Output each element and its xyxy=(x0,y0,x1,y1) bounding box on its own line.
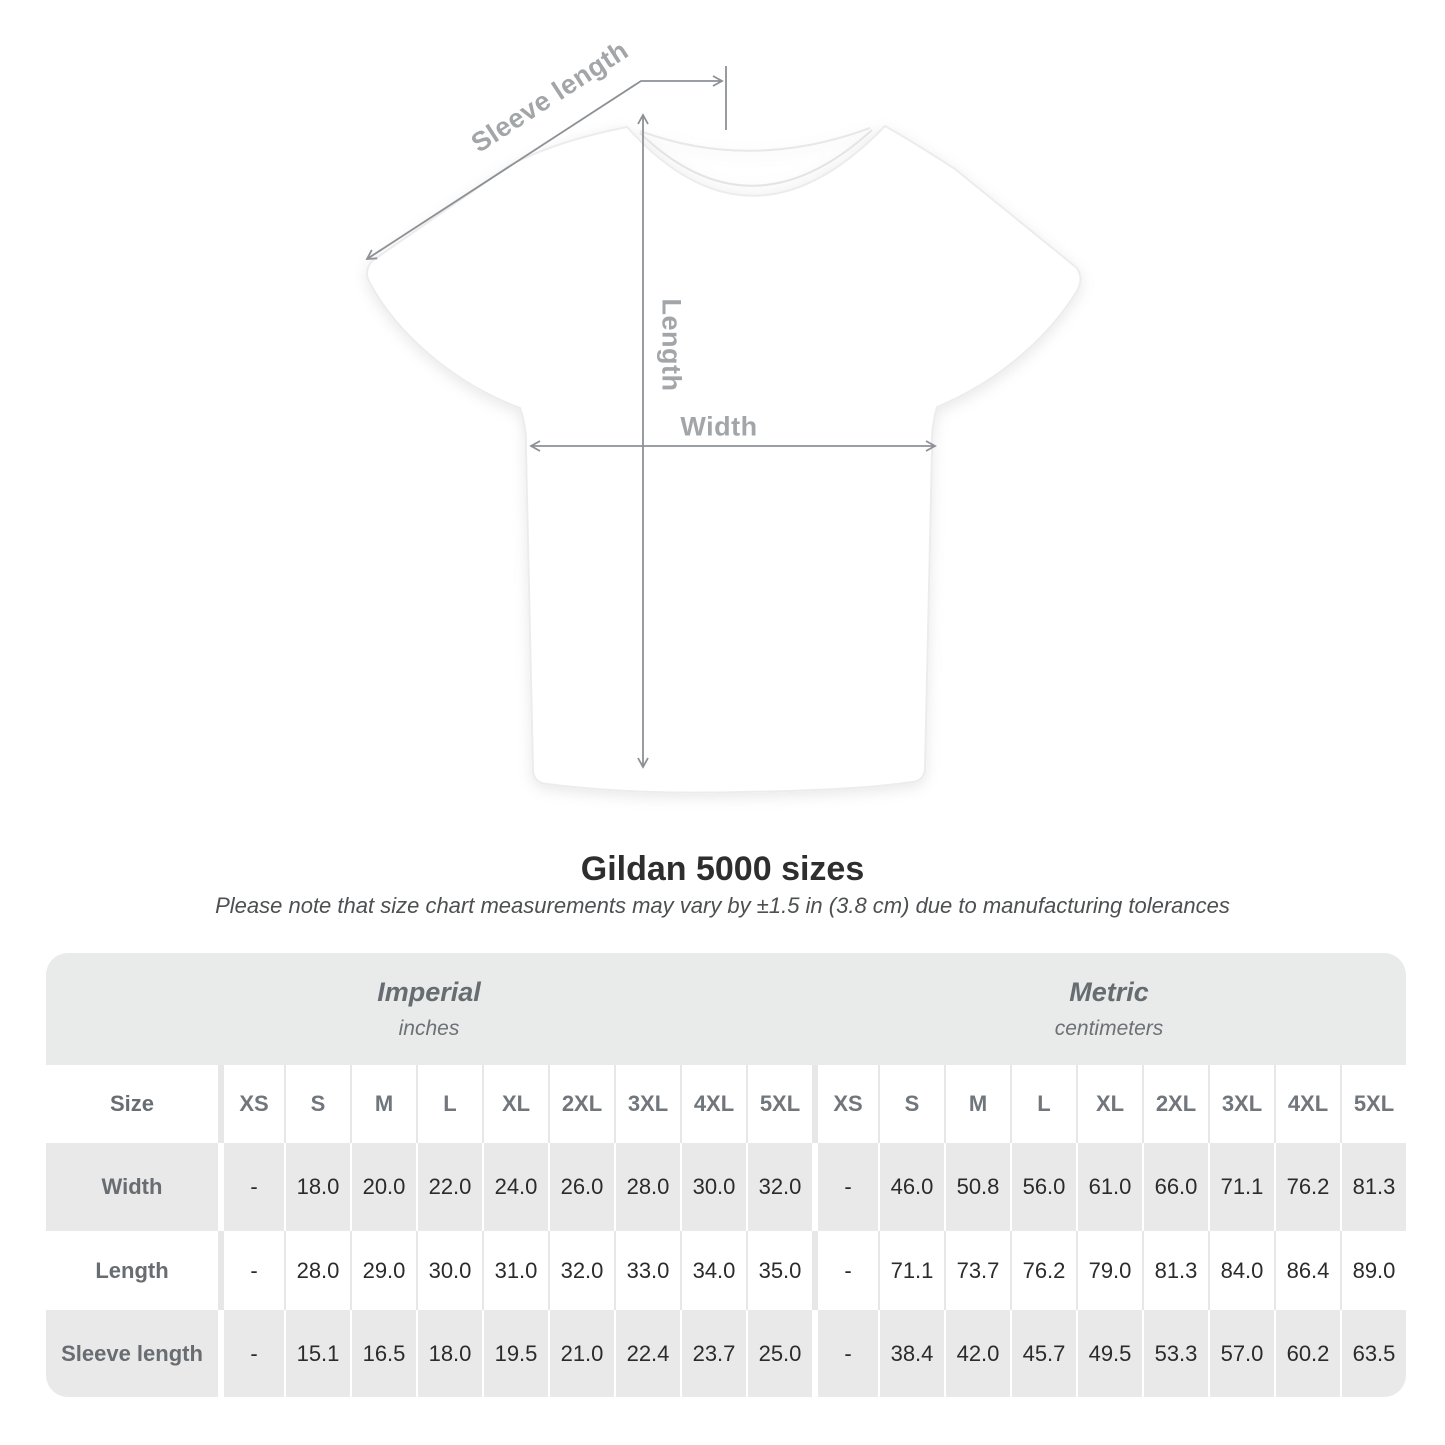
measurement-value: 31.0 xyxy=(482,1231,548,1310)
measurement-value: 61.0 xyxy=(1076,1143,1142,1231)
measurement-row: Length -28.0 29.0 30.0 31.0 32.0 33.0 34.0 35.0-… xyxy=(46,1231,1406,1310)
measurement-value: 38.4 xyxy=(878,1310,944,1397)
measurement-value: - xyxy=(218,1231,284,1310)
measurement-value: 50.8 xyxy=(944,1143,1010,1231)
measurement-value: 22.0 xyxy=(416,1143,482,1231)
measurement-row: Width -18.0 20.0 22.0 24.0 26.0 28.0 30.0 32.0-4… xyxy=(46,1143,1406,1231)
size-column-header: M xyxy=(944,1065,1010,1143)
size-corner-header: Size xyxy=(46,1065,218,1143)
measurement-value: 76.2 xyxy=(1010,1231,1076,1310)
size-column-header: 4XL xyxy=(1274,1065,1340,1143)
size-column-header: 5XL xyxy=(1340,1065,1406,1143)
measurement-value: 29.0 xyxy=(350,1231,416,1310)
unit-group-name: Metric xyxy=(1069,977,1149,1007)
measurement-value: 60.2 xyxy=(1274,1310,1340,1397)
size-column-header: S xyxy=(878,1065,944,1143)
measurement-value: 71.1 xyxy=(878,1231,944,1310)
size-column-header: XL xyxy=(482,1065,548,1143)
measurement-value: 66.0 xyxy=(1142,1143,1208,1231)
row-label: Sleeve length xyxy=(46,1310,218,1397)
measurement-value: 18.0 xyxy=(284,1143,350,1231)
measurement-value: 86.4 xyxy=(1274,1231,1340,1310)
unit-group-name: Imperial xyxy=(377,977,481,1007)
measurement-value: 46.0 xyxy=(878,1143,944,1231)
measurement-value: 25.0 xyxy=(746,1310,812,1397)
measurement-value: 45.7 xyxy=(1010,1310,1076,1397)
measurement-value: 73.7 xyxy=(944,1231,1010,1310)
measurement-value: 30.0 xyxy=(680,1143,746,1231)
size-column-header: 4XL xyxy=(680,1065,746,1143)
size-column-header: 3XL xyxy=(614,1065,680,1143)
measurement-value: 81.3 xyxy=(1142,1231,1208,1310)
measurement-value: 15.1 xyxy=(284,1310,350,1397)
size-column-header: XL xyxy=(1076,1065,1142,1143)
size-header-row: Size XS S M L XL 2XL 3XL 4XL 5XL XS S M L XL 2XL 3XL 4XL 5… xyxy=(46,1065,1406,1143)
row-label: Width xyxy=(46,1143,218,1231)
size-table: Imperial inches Metric centimeters Size XS S M L… xyxy=(46,953,1406,1397)
measurement-row: Sleeve length -15.1 16.5 18.0 19.5 21.0 22.4 23… xyxy=(46,1310,1406,1397)
measurement-value: 34.0 xyxy=(680,1231,746,1310)
measurement-value: 81.3 xyxy=(1340,1143,1406,1231)
row-label: Length xyxy=(46,1231,218,1310)
measurement-value: 76.2 xyxy=(1274,1143,1340,1231)
collar-back-line xyxy=(639,127,871,152)
size-column-header: L xyxy=(416,1065,482,1143)
unit-band-row: Imperial inches Metric centimeters xyxy=(46,953,1406,1065)
unit-group-header-metric: Metric centimeters xyxy=(812,953,1406,1065)
measurement-value: 79.0 xyxy=(1076,1231,1142,1310)
measurement-value: 22.4 xyxy=(614,1310,680,1397)
measurement-value: 42.0 xyxy=(944,1310,1010,1397)
tolerance-note: Please note that size chart measurements… xyxy=(215,893,1230,918)
size-column-header: S xyxy=(284,1065,350,1143)
measurement-value: - xyxy=(812,1143,878,1231)
measurement-value: 20.0 xyxy=(350,1143,416,1231)
length-label: Length xyxy=(656,298,687,392)
measurement-value: 28.0 xyxy=(614,1143,680,1231)
tshirt-diagram-svg xyxy=(365,66,1082,794)
measurement-value: 24.0 xyxy=(482,1143,548,1231)
size-column-header: M xyxy=(350,1065,416,1143)
measurement-value: 30.0 xyxy=(416,1231,482,1310)
measurement-value: 89.0 xyxy=(1340,1231,1406,1310)
measurement-value: 32.0 xyxy=(548,1231,614,1310)
measurement-value: 21.0 xyxy=(548,1310,614,1397)
measurement-value: 63.5 xyxy=(1340,1310,1406,1397)
measurement-value: 33.0 xyxy=(614,1231,680,1310)
measurement-value: 32.0 xyxy=(746,1143,812,1231)
measurement-value: 35.0 xyxy=(746,1231,812,1310)
measurement-value: - xyxy=(218,1143,284,1231)
measurement-value: 56.0 xyxy=(1010,1143,1076,1231)
tshirt-measurement-diagram: Sleeve length Length Width xyxy=(365,35,1082,794)
measurement-value: 57.0 xyxy=(1208,1310,1274,1397)
measurement-value: 26.0 xyxy=(548,1143,614,1231)
measurement-value: - xyxy=(812,1231,878,1310)
size-chart-card: Imperial inches Metric centimeters Size XS S M L… xyxy=(46,953,1406,1397)
sleeve-length-arrow xyxy=(365,75,724,261)
measurement-value: 16.5 xyxy=(350,1310,416,1397)
measurement-value: 71.1 xyxy=(1208,1143,1274,1231)
unit-group-unit: centimeters xyxy=(1054,1017,1164,1040)
tshirt-outline xyxy=(366,125,1082,794)
size-column-header: 2XL xyxy=(548,1065,614,1143)
size-column-header: 3XL xyxy=(1208,1065,1274,1143)
size-column-header: L xyxy=(1010,1065,1076,1143)
measurement-value: - xyxy=(218,1310,284,1397)
measurement-value: - xyxy=(812,1310,878,1397)
measurement-value: 23.7 xyxy=(680,1310,746,1397)
size-column-header: XS xyxy=(812,1065,878,1143)
size-column-header: 2XL xyxy=(1142,1065,1208,1143)
measurement-value: 49.5 xyxy=(1076,1310,1142,1397)
unit-group-header-imperial: Imperial inches xyxy=(46,953,812,1065)
size-column-header: 5XL xyxy=(746,1065,812,1143)
size-column-header: XS xyxy=(218,1065,284,1143)
measurement-value: 18.0 xyxy=(416,1310,482,1397)
measurement-value: 28.0 xyxy=(284,1231,350,1310)
measurement-value: 84.0 xyxy=(1208,1231,1274,1310)
page-title: Gildan 5000 sizes xyxy=(580,850,865,888)
measurement-value: 19.5 xyxy=(482,1310,548,1397)
width-label: Width xyxy=(680,411,758,442)
unit-group-unit: inches xyxy=(398,1017,460,1040)
measurement-value: 53.3 xyxy=(1142,1310,1208,1397)
